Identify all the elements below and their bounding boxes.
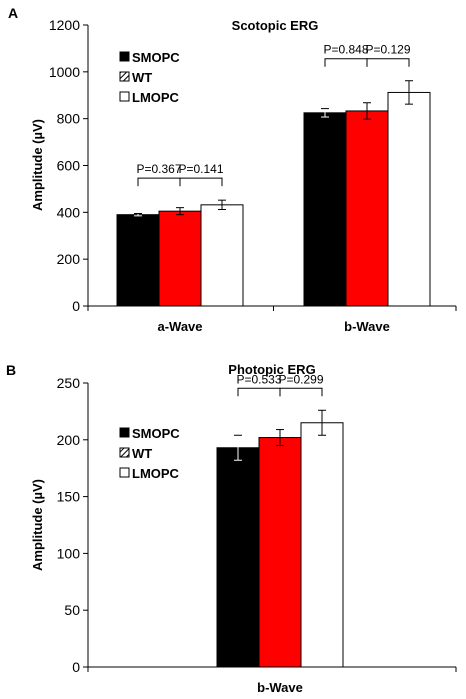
panel-a: A Scotopic ERG Amplitude (µV) 0 200 400 600… bbox=[8, 5, 457, 334]
y-axis-label: Amplitude (µV) bbox=[30, 119, 45, 211]
bar-smopc bbox=[216, 447, 260, 668]
significance-bracket bbox=[366, 58, 410, 67]
legend-swatch-smopc bbox=[119, 51, 130, 62]
y-tick-label: 800 bbox=[57, 111, 81, 127]
panel-label: A bbox=[8, 5, 18, 21]
y-tick-label: 1000 bbox=[49, 64, 80, 80]
y-axis-label: Amplitude (µV) bbox=[30, 479, 45, 571]
y-tick-label: 0 bbox=[72, 298, 80, 314]
significance-bracket bbox=[279, 387, 323, 397]
legend-label: SMOPC bbox=[132, 426, 180, 441]
panel-b: B Photopic ERG Amplitude (µV) 0 50 100 150 2… bbox=[6, 362, 457, 695]
bar-lmopc bbox=[387, 91, 431, 307]
chart-title: Scotopic ERG bbox=[232, 18, 319, 33]
significance-bracket bbox=[237, 387, 281, 397]
y-tick-label: 50 bbox=[64, 602, 80, 618]
y-tick-label: 200 bbox=[57, 251, 81, 267]
y-tick-label: 1200 bbox=[49, 17, 80, 33]
y-tick-label: 400 bbox=[57, 204, 81, 220]
significance-bracket bbox=[137, 177, 181, 187]
y-tick-label: 100 bbox=[57, 545, 81, 561]
y-tick-label: 200 bbox=[57, 432, 81, 448]
y-tick-label: 600 bbox=[57, 158, 81, 174]
significance-bracket bbox=[324, 58, 368, 67]
legend-label: SMOPC bbox=[132, 50, 180, 65]
x-tick-label: b-Wave bbox=[257, 680, 303, 695]
p-value-label: P=0.848 bbox=[323, 43, 368, 57]
p-value-label: P=0.533 bbox=[236, 372, 281, 386]
legend-swatch-lmopc bbox=[119, 467, 130, 478]
bar-lmopc bbox=[200, 204, 244, 307]
y-tick-label: 150 bbox=[57, 489, 81, 505]
bar-smopc bbox=[303, 112, 347, 307]
bar-smopc bbox=[116, 214, 160, 307]
bar-lmopc bbox=[300, 422, 344, 668]
significance-bracket bbox=[179, 177, 223, 187]
panel-label: B bbox=[6, 362, 16, 378]
chart-title: Photopic ERG bbox=[228, 362, 315, 377]
legend-label: WT bbox=[132, 70, 152, 85]
x-tick-label: b-Wave bbox=[344, 319, 390, 334]
bar-wt bbox=[158, 210, 202, 307]
p-value-label: P=0.299 bbox=[278, 372, 323, 386]
y-tick-label: 0 bbox=[72, 659, 80, 675]
legend-swatch-smopc bbox=[119, 427, 130, 438]
bar-wt bbox=[258, 437, 302, 668]
legend-label: WT bbox=[132, 446, 152, 461]
p-value-label: P=0.129 bbox=[365, 43, 410, 57]
bar-wt bbox=[345, 110, 389, 307]
legend-swatch-wt bbox=[119, 71, 130, 82]
legend-swatch-wt bbox=[119, 447, 130, 458]
legend-swatch-lmopc bbox=[119, 91, 130, 102]
x-tick-label: a-Wave bbox=[157, 319, 202, 334]
y-tick-label: 250 bbox=[57, 375, 81, 391]
legend-label: LMOPC bbox=[132, 466, 180, 481]
legend-label: LMOPC bbox=[132, 90, 180, 105]
p-value-label: P=0.367 bbox=[136, 162, 181, 176]
p-value-label: P=0.141 bbox=[178, 162, 223, 176]
